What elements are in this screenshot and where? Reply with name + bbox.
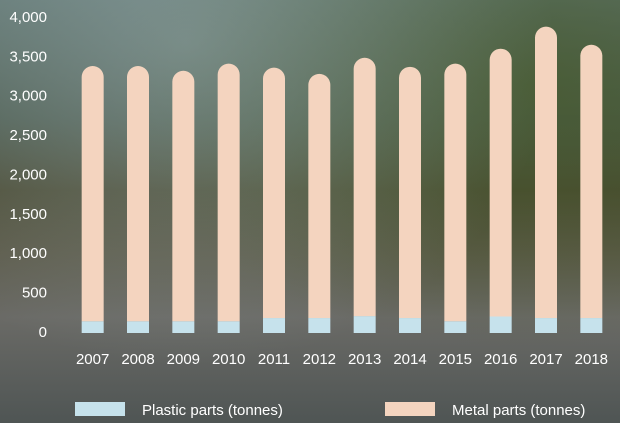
x-tick-label: 2016 bbox=[484, 351, 517, 368]
y-tick-label: 2,000 bbox=[9, 166, 47, 183]
bar-segment bbox=[127, 66, 149, 322]
bar-segment bbox=[81, 321, 104, 333]
y-tick-label: 4,000 bbox=[9, 9, 47, 26]
bar-segment bbox=[127, 321, 149, 333]
bar-segment bbox=[489, 48, 512, 317]
y-tick-label: 3,000 bbox=[9, 88, 47, 105]
bar-segment bbox=[172, 70, 195, 322]
bar-segment bbox=[353, 316, 376, 333]
legend-label: Metal parts (tonnes) bbox=[452, 402, 585, 419]
y-tick-label: 3,500 bbox=[9, 48, 47, 65]
x-tick-label: 2012 bbox=[303, 351, 336, 368]
bar-segment bbox=[308, 73, 331, 319]
bar-segment bbox=[535, 318, 557, 333]
y-tick-label: 500 bbox=[22, 285, 47, 302]
bar-segment bbox=[353, 57, 376, 317]
x-tick-label: 2018 bbox=[575, 351, 608, 368]
x-tick-label: 2017 bbox=[529, 351, 562, 368]
bar-segment bbox=[444, 63, 467, 322]
y-tick-label: 1,000 bbox=[9, 245, 47, 262]
x-tick-label: 2009 bbox=[167, 351, 200, 368]
bar-segment bbox=[580, 318, 603, 333]
bar-segment bbox=[172, 321, 195, 333]
legend-swatch bbox=[385, 402, 435, 416]
x-tick-label: 2014 bbox=[393, 351, 426, 368]
legend-swatch bbox=[75, 402, 125, 416]
legend-label: Plastic parts (tonnes) bbox=[142, 402, 283, 419]
bar-segment bbox=[263, 67, 285, 319]
bar-segment bbox=[217, 321, 240, 333]
bar-segment bbox=[535, 26, 557, 319]
bar-segment bbox=[217, 63, 240, 322]
x-tick-label: 2008 bbox=[121, 351, 154, 368]
y-tick-label: 1,500 bbox=[9, 206, 47, 223]
bar-segment bbox=[263, 318, 285, 333]
x-tick-label: 2013 bbox=[348, 351, 381, 368]
y-tick-label: 0 bbox=[39, 324, 47, 341]
bar-segment bbox=[399, 66, 421, 319]
x-tick-label: 2007 bbox=[76, 351, 109, 368]
x-tick-label: 2011 bbox=[258, 351, 290, 368]
bar-segment bbox=[81, 66, 104, 322]
x-tick-label: 2010 bbox=[212, 351, 245, 368]
bar-segment bbox=[308, 318, 331, 333]
x-tick-label: 2015 bbox=[439, 351, 472, 368]
bar-segment bbox=[489, 316, 512, 333]
bar-segment bbox=[580, 44, 603, 319]
bar-segment bbox=[399, 318, 421, 333]
y-tick-label: 2,500 bbox=[9, 127, 47, 144]
bar-segment bbox=[444, 321, 467, 333]
